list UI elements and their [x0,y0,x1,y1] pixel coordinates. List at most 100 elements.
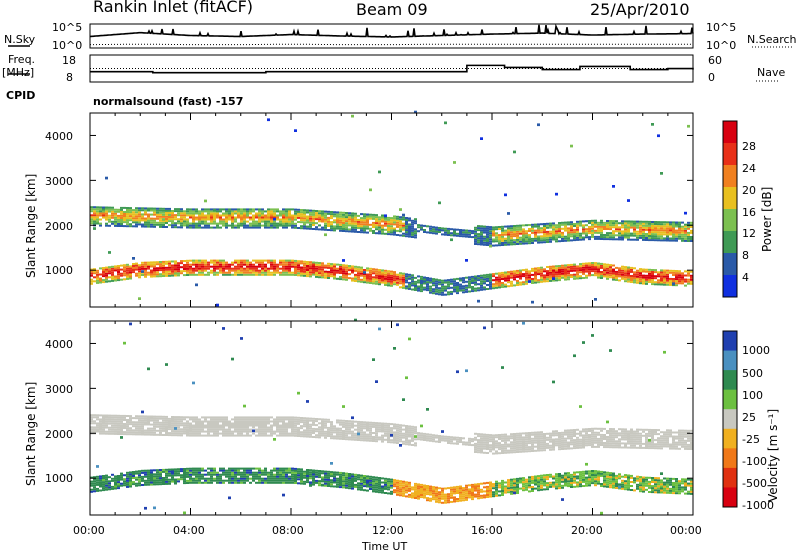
power-cell [318,224,321,227]
power-cell [426,225,429,228]
power-cell [264,263,267,266]
power-cell [429,289,432,292]
velocity-cell [390,423,393,426]
power-cell [219,259,222,262]
power-cell [189,224,192,227]
power-cell [384,275,387,278]
power-cell [633,238,636,241]
velocity-cell [279,430,282,433]
velocity-cell [165,363,168,366]
power-cell [135,215,138,218]
power-cell [423,280,426,283]
velocity-cell [207,428,210,431]
velocity-cell [189,477,192,480]
power-cell [366,215,369,218]
power-cell [270,259,273,262]
velocity-cell [165,417,168,420]
velocity-cell [240,434,243,437]
velocity-cell [207,432,210,435]
velocity-cell [390,486,393,489]
power-cell [567,233,570,236]
velocity-cell [273,424,276,427]
power-cell [564,274,567,277]
power-cell [447,229,450,232]
power-cell [144,265,147,268]
power-cell [189,222,192,225]
velocity-cell [348,479,351,482]
power-cell [564,278,567,281]
power-cell [282,259,285,262]
power-cell [342,211,345,214]
power-cell [177,226,180,229]
power-cell [126,267,129,270]
power-cell [360,217,363,220]
power-cell [96,210,99,213]
power-cell [429,287,432,290]
velocity-cell [90,430,93,433]
velocity-cell [387,478,390,481]
power-cell [534,273,537,276]
velocity-cell [255,424,258,427]
power-cell [507,235,510,238]
velocity-cell [315,479,318,482]
power-cell [396,279,399,282]
power-cell [345,270,348,273]
power-cell [639,274,642,277]
velocity-cell [360,421,363,424]
velocity-cell [348,422,351,425]
velocity-cell [213,477,216,480]
power-cell [582,224,585,227]
velocity-cell [315,473,318,476]
power-cell [624,278,627,281]
velocity-cell [222,471,225,474]
power-cell [627,234,630,237]
velocity-cell [234,475,237,478]
power-cell [252,271,255,274]
velocity-cell [237,422,240,425]
power-cell [669,279,672,282]
velocity-cell [366,433,369,436]
power-cell [450,282,453,285]
power-cell [327,223,330,225]
velocity-cell [321,430,324,433]
power-cell [390,227,393,230]
power-cell [525,234,528,237]
power-cell [573,225,576,227]
velocity-cell [387,439,390,441]
power-cell [411,233,414,236]
velocity-cell [156,429,159,432]
power-cell [492,240,495,243]
power-cell [216,265,219,268]
power-cell [573,269,576,272]
velocity-cell [156,473,159,476]
power-cell [273,226,276,229]
power-cell [279,273,282,276]
power-cell [642,276,645,279]
velocity-cell [165,423,168,426]
velocity-cell [117,431,120,433]
velocity-cell [351,436,354,439]
power-cell [618,238,621,241]
power-cell [189,226,192,229]
power-cell [210,214,213,217]
power-cell [165,222,168,224]
power-cell [669,237,672,240]
power-cell [570,239,573,242]
power-cell [249,271,252,274]
velocity-cell [114,414,117,417]
power-cell [168,268,171,271]
power-cell [585,236,588,239]
power-cell [483,237,486,240]
velocity-cell [240,337,243,340]
power-cell [288,212,291,215]
power-cell [321,270,324,273]
power-cell [120,278,123,281]
power-cell [606,238,609,241]
power-cell [237,269,240,272]
power-cell [93,272,96,275]
power-cell [408,235,411,238]
velocity-cell [153,415,156,418]
power-cell [423,282,426,285]
power-cell [246,269,249,272]
velocity-cell [396,435,399,438]
